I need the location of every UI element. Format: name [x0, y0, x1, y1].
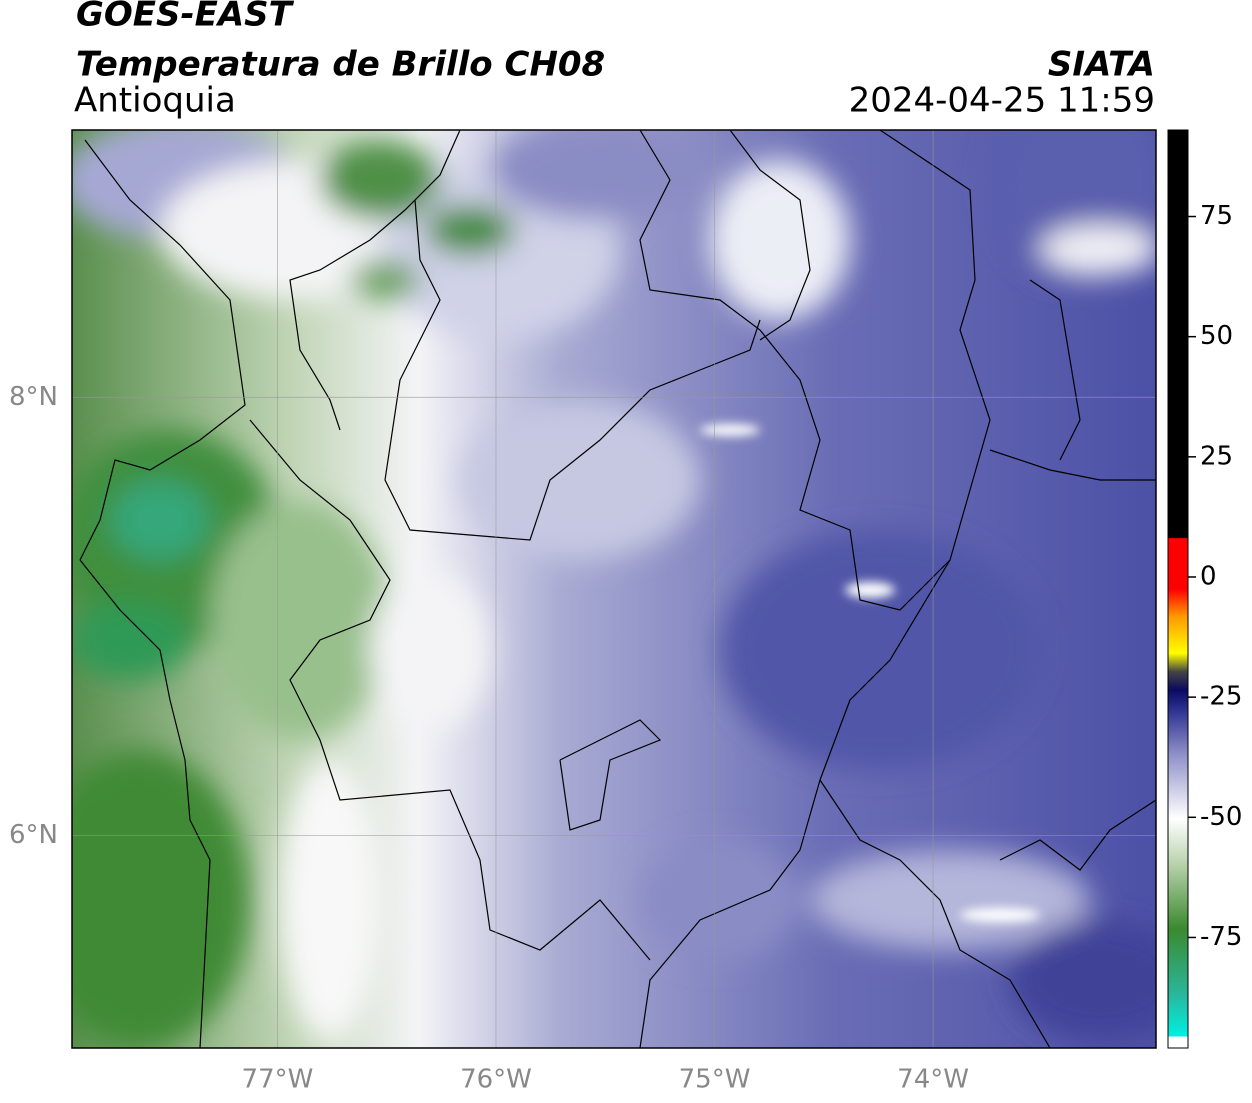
title: GOES-EAST [76, 0, 295, 35]
y-tick-label: 6°N [9, 820, 58, 850]
x-tick-label: 74°W [897, 1065, 969, 1095]
colorbar-tick-label: -75 [1200, 922, 1242, 952]
region: Antioquia [74, 81, 236, 121]
colorbar-tick-label: 75 [1200, 201, 1233, 231]
colorbar [1167, 129, 1189, 1049]
satellite-image [72, 130, 1156, 1048]
source: SIATA [1048, 45, 1155, 85]
x-tick-label: 76°W [460, 1065, 532, 1095]
colorbar-tick-label: 50 [1200, 321, 1233, 351]
graticule: 77°W 76°W 75°W 74°W 8°N 6°N [9, 130, 1156, 1095]
colorbar-tick-label: 0 [1200, 561, 1217, 591]
colorbar-tick-label: 25 [1200, 441, 1233, 471]
colorbar-tick-label: -50 [1200, 802, 1242, 832]
x-tick-label: 77°W [242, 1065, 314, 1095]
y-tick-label: 8°N [9, 382, 58, 412]
subtitle: Temperatura de Brillo CH08 [76, 45, 605, 85]
timestamp: 2024-04-25 11:59 [849, 81, 1155, 121]
x-tick-label: 75°W [679, 1065, 751, 1095]
boundaries [79, 130, 1156, 1048]
map-frame [71, 129, 1157, 1049]
colorbar-tick-label: -25 [1200, 682, 1242, 712]
colorbar-ticks: 75 50 25 0 -25 -50 -75 [1188, 201, 1242, 952]
